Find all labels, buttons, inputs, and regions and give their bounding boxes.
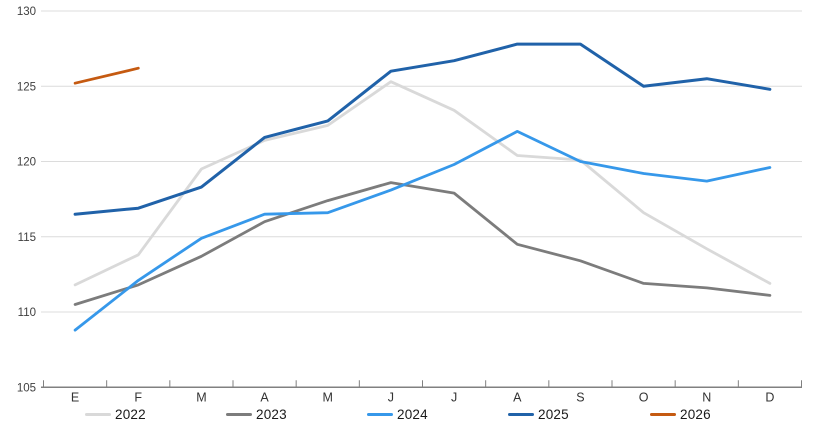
gridlines [41,10,802,313]
legend-swatch-2026 [650,412,676,416]
x-axis [41,380,802,388]
legend-label-2026: 2026 [680,406,711,422]
x-tick-label-1: F [134,390,142,404]
legend-item-2025: 2025 [508,403,569,425]
y-tick-label-120: 120 [17,157,36,169]
legend-item-2023: 2023 [226,403,287,425]
legend-label-2024: 2024 [397,406,428,422]
x-tick-label-6: J [451,390,457,404]
y-tick-label-130: 130 [17,6,36,18]
x-tick-label-3: A [260,390,269,404]
chart-legend: 2022 2023 2024 2025 2026 [0,403,820,433]
x-tick-label-0: E [71,390,79,404]
y-tick-label-115: 115 [18,232,36,244]
legend-item-2026: 2026 [650,403,711,425]
x-tick-label-4: M [323,390,333,404]
x-tick-label-2: M [196,390,206,404]
series-line-2026 [73,66,140,85]
x-tick-label-10: N [702,390,711,404]
y-tick-label-125: 125 [17,81,36,93]
legend-swatch-2025 [508,412,534,416]
x-tick-label-9: O [639,390,649,404]
legend-label-2022: 2022 [115,406,146,422]
legend-item-2024: 2024 [367,403,428,425]
legend-swatch-2024 [367,412,393,416]
x-tick-label-5: J [388,390,394,404]
legend-label-2025: 2025 [538,406,569,422]
series-line-2022 [73,80,772,287]
legend-item-2022: 2022 [85,403,146,425]
series-line-2025 [73,42,772,216]
legend-swatch-2022 [85,412,111,416]
x-tick-label-8: S [576,390,584,404]
series-line-2023 [73,181,772,306]
legend-swatch-2023 [226,412,252,416]
y-tick-label-105: 105 [17,382,36,394]
legend-label-2023: 2023 [256,406,287,422]
x-tick-label-11: D [765,390,774,404]
y-axis-labels: 105 110 115 120 125 130 [17,6,36,394]
series-line-2024 [73,129,772,332]
y-tick-label-110: 110 [18,307,36,319]
x-tick-label-7: A [513,390,522,404]
